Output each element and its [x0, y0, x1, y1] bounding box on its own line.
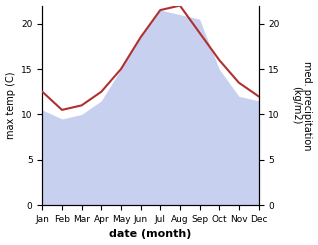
Y-axis label: max temp (C): max temp (C)	[5, 72, 16, 139]
X-axis label: date (month): date (month)	[109, 230, 192, 239]
Y-axis label: med. precipitation
(kg/m2): med. precipitation (kg/m2)	[291, 61, 313, 150]
